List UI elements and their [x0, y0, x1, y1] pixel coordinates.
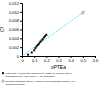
y-tick-mark: [20, 56, 22, 57]
legend-label: selected industrial sheet Al (Sollac pou…: [6, 80, 76, 86]
x-tick: 0.6: [93, 56, 99, 63]
legend: extra-soft Al-killed steel supplied by U…: [2, 72, 75, 86]
x-tick: 0.5: [81, 56, 87, 63]
y-tick-label: 0.010: [9, 10, 20, 15]
point: [34, 47, 36, 49]
x-tick: 0.4: [68, 56, 74, 63]
y-tick: 0: [17, 54, 22, 59]
legend-label-line: guaranteed Re< 180 (MPa) → Re guarantee: [6, 75, 56, 78]
x-tick-label: 0.2: [44, 58, 50, 63]
x-tick-label: 0: [21, 58, 24, 63]
x-tick-label: 0.6: [93, 58, 99, 63]
y-tick-label: 0.004: [9, 36, 20, 41]
point: [33, 49, 35, 51]
y-tick-label: 0.012: [9, 1, 20, 6]
y-axis-line: [20, 4, 23, 57]
y-tick: 0.010: [9, 10, 22, 15]
trend-line: [22, 11, 85, 56]
x-tick: 0.1: [32, 56, 38, 63]
legend-item: extra-soft Al-killed steel supplied by U…: [2, 72, 72, 78]
y-tick-label: 0.008: [9, 18, 20, 23]
x-axis-title: xPTEa: [50, 64, 66, 70]
y-tick: 0.006: [9, 27, 22, 32]
y-tick: 0.002: [9, 45, 22, 50]
y-tick-mark: [20, 3, 22, 4]
y-tick-mark: [20, 12, 22, 13]
x-tick-label: 0.3: [56, 58, 62, 63]
y-axis: 0 0.002 0.004 0.006 0.008 0.010 0.012: [9, 1, 23, 59]
y-tick: 0.004: [9, 36, 22, 41]
legend-swatch: [2, 80, 4, 82]
point: [45, 34, 47, 36]
y-tick-label: 0: [17, 54, 20, 59]
legend-item: selected industrial sheet Al (Sollac pou…: [2, 80, 75, 86]
y-tick-label: 0.006: [9, 27, 20, 32]
legend-swatch: [2, 72, 4, 74]
y-tick-mark: [20, 38, 22, 39]
point: [42, 38, 44, 40]
x-tick: 0: [21, 56, 24, 63]
x-tick-label: 0.4: [68, 58, 74, 63]
legend-label-line: measured at INSA: [6, 83, 27, 86]
y-tick-mark: [20, 21, 22, 22]
point: [31, 51, 33, 53]
y-tick: 0.012: [9, 1, 22, 6]
x-tick: 0.2: [44, 56, 50, 63]
point: [81, 11, 84, 14]
x-tick: 0.3: [56, 56, 62, 63]
x-tick-label: 0.1: [32, 58, 38, 63]
y-tick-label: 0.002: [9, 45, 20, 50]
legend-label: extra-soft Al-killed steel supplied by U…: [6, 72, 73, 78]
chart: 0 0.1 0.2 0.3 0.4 0.5 0.6 0 0.002 0.004 0.006 0.008…: [0, 0, 100, 92]
y-axis-title: Cf: [0, 26, 5, 32]
y-tick-mark: [20, 47, 22, 48]
y-tick: 0.008: [9, 18, 22, 23]
x-tick-label: 0.5: [81, 58, 87, 63]
plot-area: [22, 11, 85, 56]
y-tick-mark: [20, 30, 22, 31]
point: [38, 43, 40, 45]
x-axis: 0 0.1 0.2 0.3 0.4 0.5 0.6: [21, 56, 99, 63]
point: [27, 54, 29, 56]
